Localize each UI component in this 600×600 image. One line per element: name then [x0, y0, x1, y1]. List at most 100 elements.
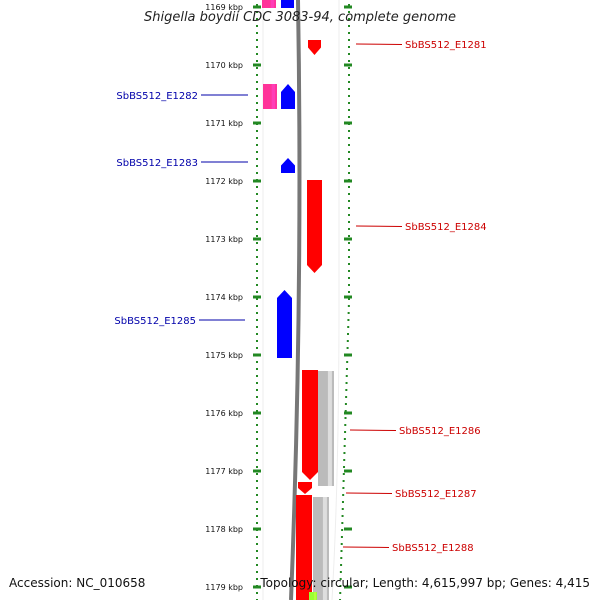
- label-sbbs512-e1286[interactable]: SbBS512_E1286: [399, 426, 481, 437]
- guide-dot: [341, 508, 344, 510]
- guide-dot: [256, 480, 258, 482]
- guide-dot: [348, 207, 350, 209]
- tick-mark: [253, 585, 261, 589]
- gene-sbbs512-e1286-highlight: [311, 370, 316, 472]
- guide-dot: [256, 508, 258, 510]
- label-sbbs512-e1284[interactable]: SbBS512_E1284: [405, 222, 487, 233]
- label-sbbs512-e1287[interactable]: SbBS512_E1287: [395, 489, 477, 500]
- guide-dot: [256, 417, 258, 419]
- guide-dot: [256, 116, 258, 118]
- guide-dot: [342, 487, 345, 489]
- guide-dot: [346, 347, 349, 349]
- label-sbbs512-e1281[interactable]: SbBS512_E1281: [405, 40, 487, 51]
- guide-dot: [256, 277, 258, 279]
- tick-mark: [344, 353, 352, 357]
- guide-dot: [256, 410, 258, 412]
- gene-gray-e1288: [313, 497, 329, 600]
- guide-dot: [348, 25, 350, 27]
- guide-dot: [348, 228, 350, 230]
- gene-sbbs512-e1288: [296, 495, 312, 600]
- gene-sbbs512-e1287-highlight: [306, 482, 311, 488]
- guide-dot: [256, 186, 258, 188]
- gene-sbbs512-e1285: [277, 290, 292, 358]
- gene-top-pink-highlight: [270, 0, 275, 8]
- label-sbbs512-e1283[interactable]: SbBS512_E1283: [116, 158, 198, 169]
- guide-dot: [344, 417, 347, 419]
- guide-dot: [256, 67, 258, 69]
- accession-text: Accession: NC_010658: [9, 576, 146, 590]
- tick-mark: [253, 63, 261, 67]
- guide-dot: [256, 214, 258, 216]
- guide-dot: [344, 424, 347, 426]
- tick-mark: [344, 5, 352, 9]
- tick-mark: [344, 469, 352, 473]
- guide-dot: [344, 431, 347, 433]
- gene-top-pink: [262, 0, 276, 8]
- tick-label: 1179 kbp: [205, 583, 243, 592]
- guide-dot: [346, 340, 349, 342]
- guide-dot: [348, 67, 350, 69]
- gene-gray-e1286-highlight: [327, 371, 332, 486]
- guide-dot: [256, 445, 258, 447]
- guide-dot: [256, 571, 258, 573]
- gene-sbbs512-e1282: [281, 84, 295, 109]
- guide-dot: [348, 116, 350, 118]
- guide-dot: [341, 501, 344, 503]
- guide-dot: [348, 242, 350, 244]
- tick-mark: [344, 295, 352, 299]
- label-sbbs512-e1281-leader: [355, 43, 403, 45]
- tick-label: 1171 kbp: [205, 119, 243, 128]
- label-sbbs512-e1285[interactable]: SbBS512_E1285: [114, 316, 196, 327]
- guide-dot: [256, 39, 258, 41]
- guide-dot: [339, 592, 342, 594]
- tick-label: 1177 kbp: [205, 467, 243, 476]
- guide-dot: [341, 529, 344, 531]
- guide-dot: [345, 382, 348, 384]
- guide-dot: [256, 46, 258, 48]
- label-sbbs512-e1288[interactable]: SbBS512_E1288: [392, 543, 474, 554]
- guide-dot: [348, 165, 350, 167]
- guide-dot: [347, 326, 350, 328]
- guide-dot: [256, 25, 258, 27]
- guide-dot: [256, 515, 258, 517]
- guide-dot: [256, 375, 258, 377]
- guide-dot: [256, 74, 258, 76]
- guide-dot: [347, 305, 350, 307]
- guide-dot: [348, 74, 350, 76]
- guide-dot: [256, 487, 258, 489]
- guide-dot: [348, 32, 350, 34]
- label-sbbs512-e1282[interactable]: SbBS512_E1282: [116, 91, 198, 102]
- guide-dot: [348, 270, 350, 272]
- guide-dot: [348, 193, 350, 195]
- guide-dot: [348, 137, 350, 139]
- guide-dot: [256, 172, 258, 174]
- guide-dot: [256, 256, 258, 258]
- guide-dot: [256, 60, 258, 62]
- guide-dot: [340, 550, 343, 552]
- guide-dot: [348, 291, 350, 293]
- guide-dot: [348, 172, 350, 174]
- genome-backbone: [289, 0, 302, 600]
- guide-dot: [348, 158, 350, 160]
- guide-dot: [344, 410, 347, 412]
- guide-dot: [256, 494, 258, 496]
- guide-dot: [348, 11, 350, 13]
- guide-dot: [348, 53, 350, 55]
- tick-label: 1176 kbp: [205, 409, 243, 418]
- outer-ring-line: [331, 0, 340, 600]
- guide-dot: [348, 284, 350, 286]
- gene-sbbs512-e1283-highlight: [289, 165, 294, 173]
- guide-dot: [348, 221, 350, 223]
- guide-dot: [256, 501, 258, 503]
- guide-dot: [256, 193, 258, 195]
- guide-dot: [341, 522, 344, 524]
- guide-dot: [343, 445, 346, 447]
- guide-dot: [256, 382, 258, 384]
- tick-mark: [253, 237, 261, 241]
- guide-dot: [344, 403, 347, 405]
- guide-dot: [348, 130, 350, 132]
- tick-mark: [253, 411, 261, 415]
- guide-dot: [256, 438, 258, 440]
- guide-dot: [256, 319, 258, 321]
